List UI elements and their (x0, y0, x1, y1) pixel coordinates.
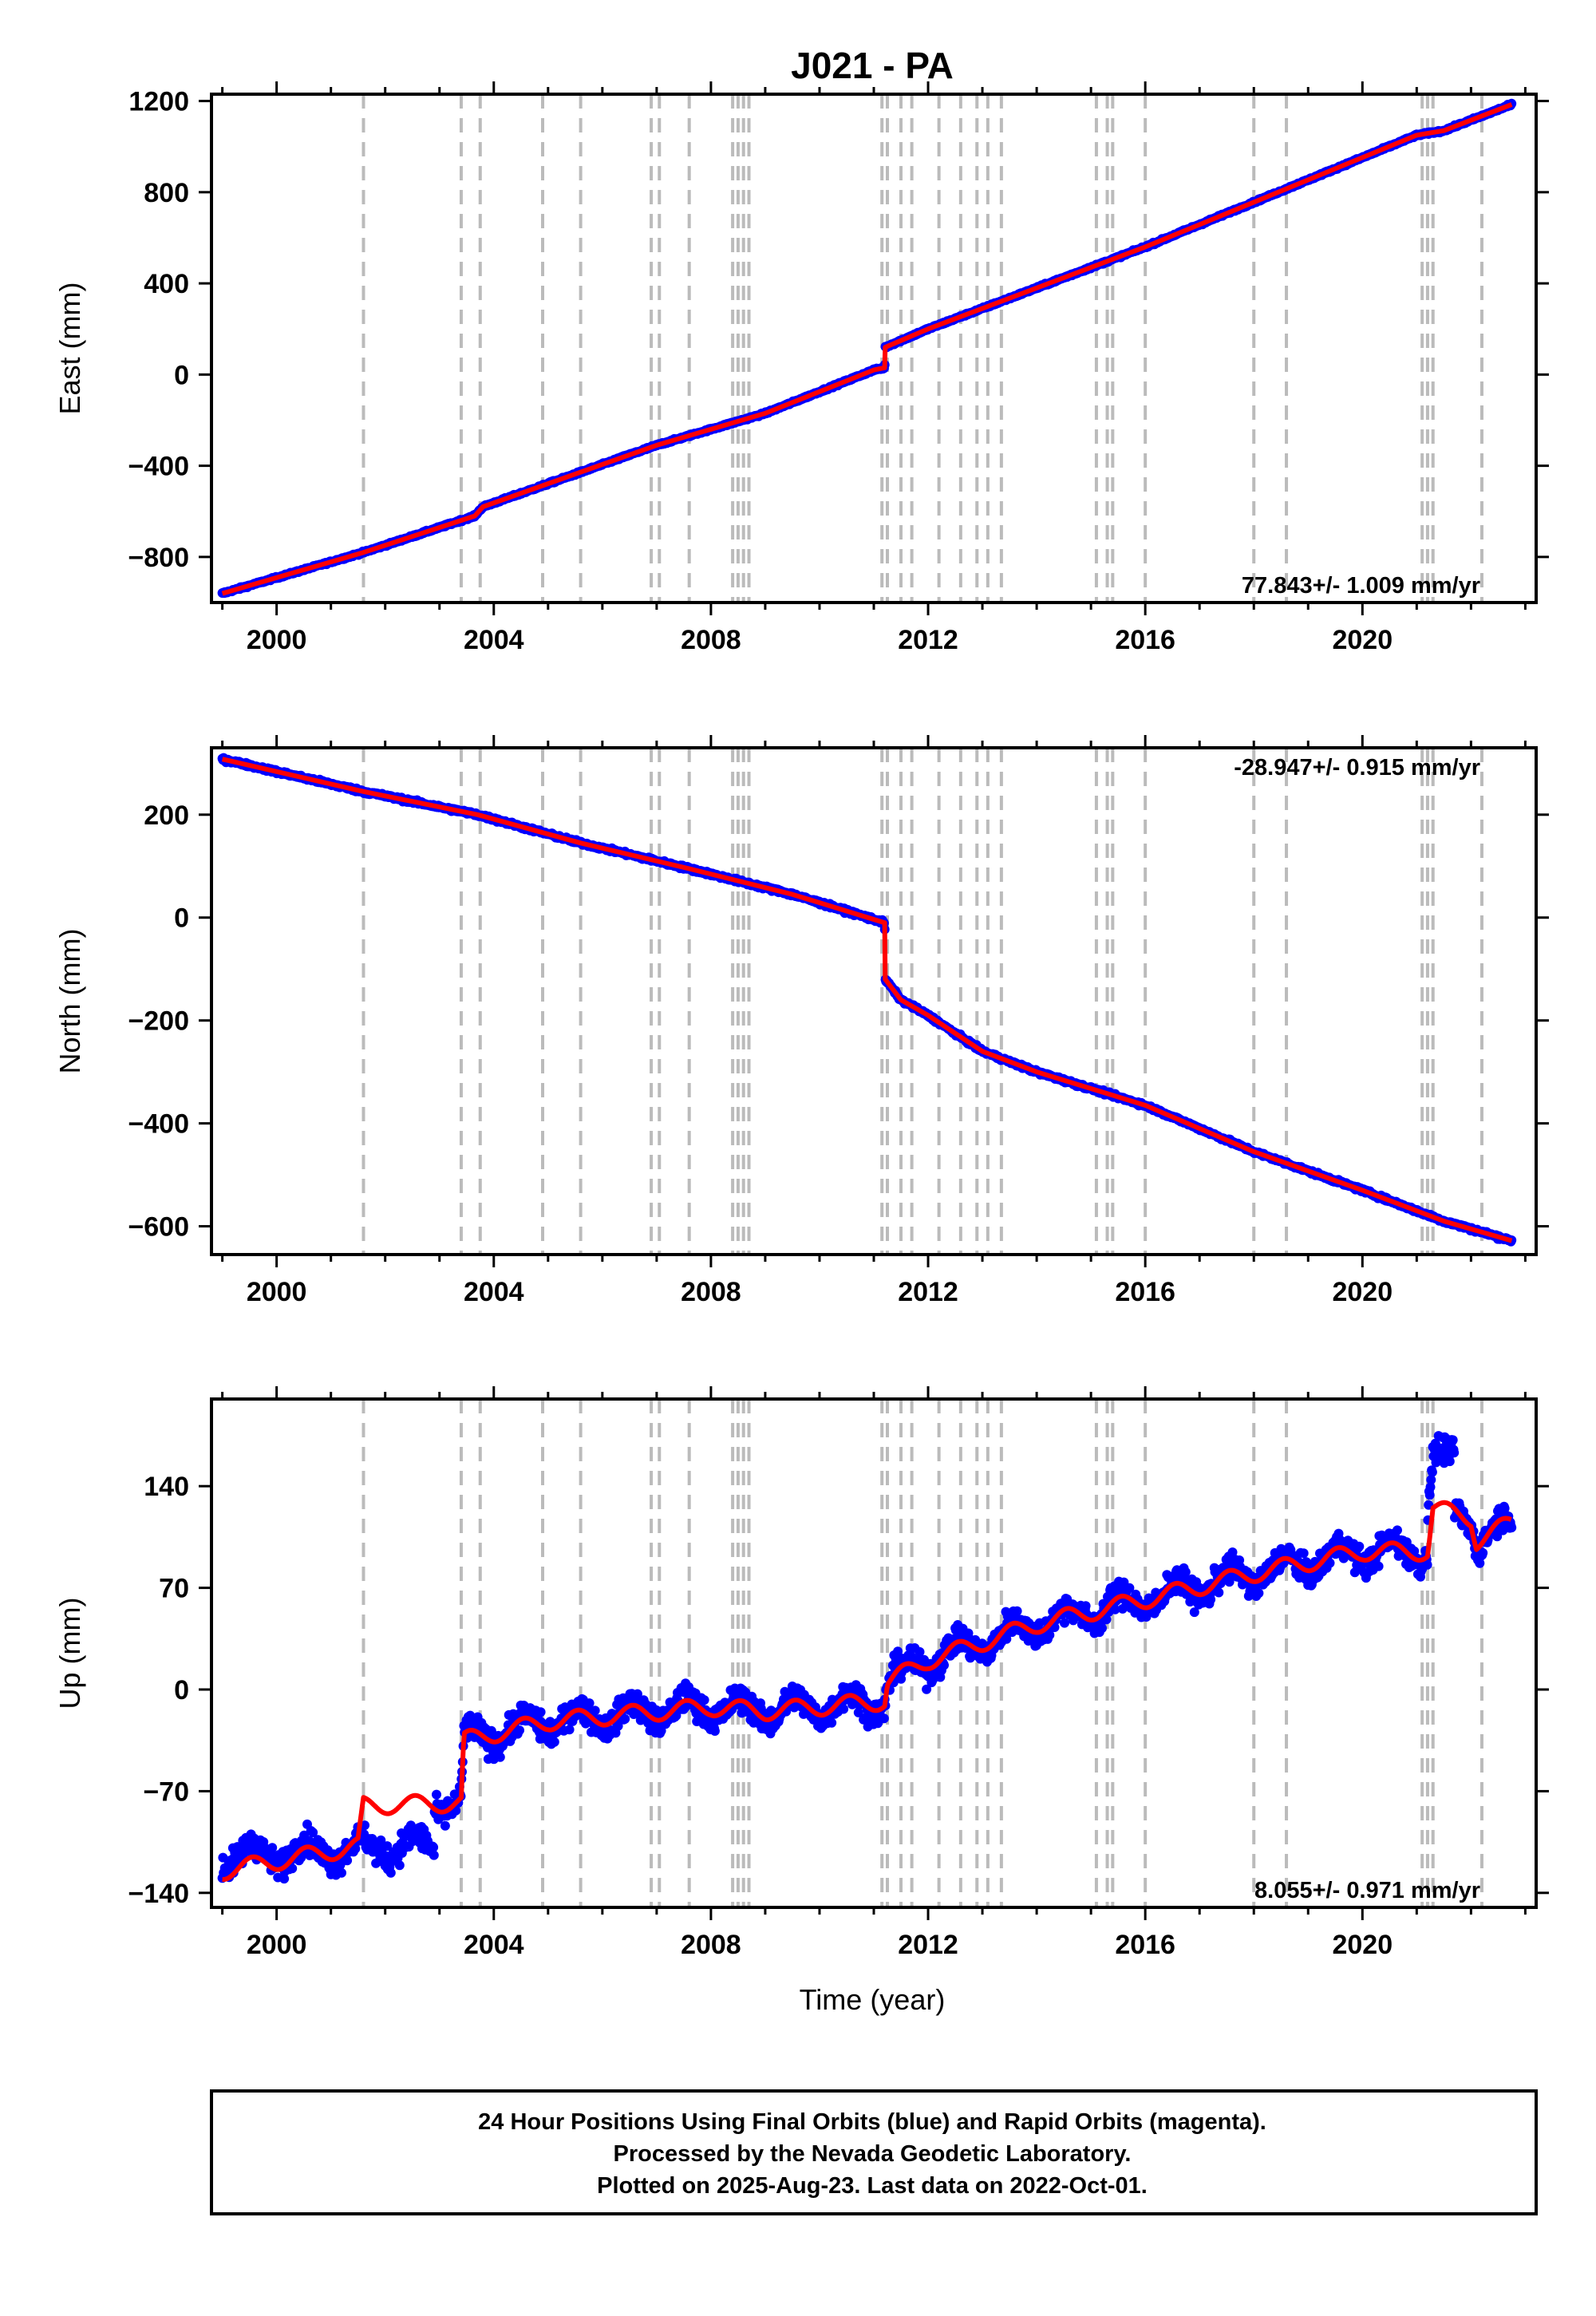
model-line (221, 102, 1513, 596)
plot-area (217, 748, 1517, 1255)
y-tick-label: −400 (128, 1109, 189, 1140)
x-tick-label: 2000 (247, 625, 307, 655)
data-point (308, 1828, 318, 1838)
x-tick-label: 2000 (247, 1277, 307, 1307)
data-point (535, 1707, 546, 1717)
x-tick-label: 2012 (898, 625, 958, 655)
panel-up: 2000 2004 2008 2012 2016 2020−140−70070140Up … (53, 1386, 1549, 1960)
data-point (549, 1737, 559, 1747)
data-point (515, 1725, 524, 1736)
data-point (440, 1820, 450, 1831)
y-axis-label: East (mm) (53, 283, 86, 415)
rate-annotation: 77.843+/- 1.009 mm/yr (1242, 573, 1480, 599)
plot-area (217, 94, 1517, 603)
y-tick-label: −200 (128, 1006, 189, 1037)
y-tick-label: 0 (174, 903, 189, 934)
chart-title: J021 - PA (791, 45, 954, 86)
x-tick-label: 2004 (464, 1277, 524, 1307)
x-tick-label: 2004 (464, 625, 524, 655)
x-tick-label: 2016 (1115, 1277, 1175, 1307)
y-tick-label: −400 (128, 452, 189, 482)
data-point (584, 1698, 595, 1709)
data-point (337, 1867, 346, 1878)
data-point (590, 1705, 600, 1716)
data-point (394, 1860, 405, 1871)
data-points (217, 753, 1517, 1247)
data-points (217, 1431, 1517, 1884)
model-line (221, 757, 1513, 1243)
data-point (382, 1841, 393, 1852)
data-point (429, 1850, 439, 1860)
y-tick-label: −600 (128, 1212, 189, 1243)
panels: 2000 2004 2008 2012 2016 2020−800−40004008001… (53, 81, 1549, 1960)
x-tick-label: 2020 (1332, 625, 1393, 655)
x-tick-label: 2008 (681, 1277, 741, 1307)
x-tick-label: 2016 (1115, 625, 1175, 655)
plot-area (217, 1399, 1517, 1907)
y-axis-label: North (mm) (53, 929, 86, 1074)
data-point (432, 1789, 441, 1800)
data-point (279, 1874, 290, 1884)
data-point (287, 1863, 298, 1874)
y-tick-label: 800 (144, 178, 189, 208)
data-point (350, 1844, 361, 1854)
data-point (495, 1752, 505, 1762)
data-point (376, 1835, 386, 1845)
data-point (429, 1842, 439, 1852)
panel-east: 2000 2004 2008 2012 2016 2020 −800 −400 0 400 800 1… (53, 81, 1549, 655)
x-tick-label: 2012 (898, 1277, 958, 1307)
y-tick-label: −800 (128, 543, 189, 573)
x-tick-label: 2020 (1332, 1277, 1393, 1307)
y-tick-label: 400 (144, 269, 189, 299)
x-tick-label: 2008 (681, 625, 741, 655)
y-tick-label: 0 (174, 360, 189, 390)
rate-annotation: -28.947+/- 0.915 mm/yr (1234, 755, 1480, 781)
y-tick-label: 200 (144, 800, 189, 831)
data-point (267, 1843, 278, 1853)
data-point (564, 1725, 575, 1735)
panel-north: 2000 2004 2008 2012 2016 2020 −600 −400 −200 0 200… (53, 735, 1549, 1307)
y-tick-label: 1200 (128, 87, 189, 117)
data-point (342, 1856, 353, 1866)
data-point (385, 1867, 396, 1878)
